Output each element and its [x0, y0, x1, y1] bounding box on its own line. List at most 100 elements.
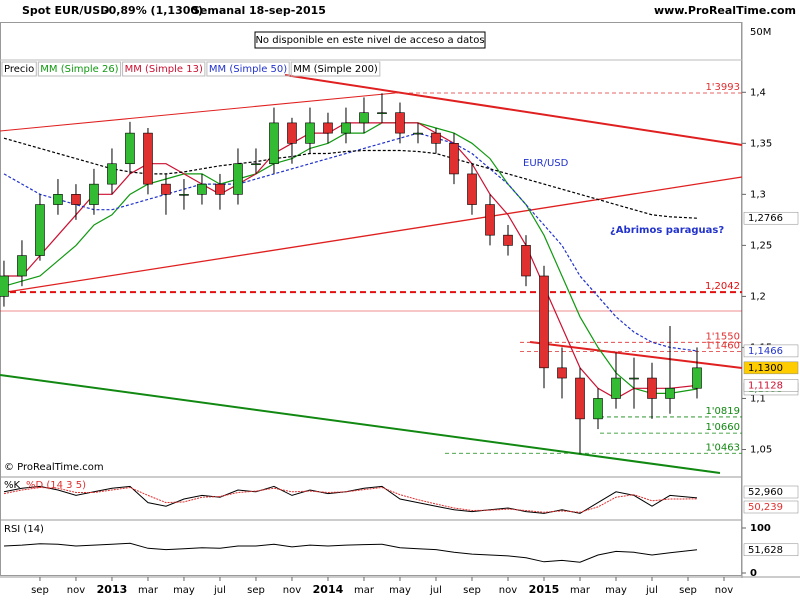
candle-body: [485, 204, 495, 236]
candle-body: [17, 255, 27, 277]
value-label-box: [743, 379, 799, 392]
header-period: Semanal: [192, 4, 245, 17]
y-tick-label: 1,05: [750, 444, 772, 455]
x-tick-label: nov: [499, 585, 517, 596]
x-tick-label: may: [605, 585, 627, 596]
x-tick-label: mar: [570, 585, 591, 596]
legend-entry: MM (Simple 50): [209, 64, 287, 75]
x-tick-label: 2014: [313, 583, 344, 596]
x-tick-label: may: [389, 585, 411, 596]
x-tick-label: sep: [463, 585, 481, 596]
value-label-box: [743, 344, 799, 358]
drawings: [0, 74, 743, 474]
panel-title: RSI (14): [4, 524, 44, 535]
candle-body: [323, 122, 333, 134]
notice-box: [254, 31, 486, 49]
notice: No disponible en este nivel de acceso a …: [255, 35, 484, 46]
x-tick-label: jul: [645, 585, 658, 596]
trendline: [529, 341, 743, 369]
x-tick-label: 2013: [97, 583, 128, 596]
candle-body: [0, 275, 9, 297]
value-label-box: [743, 361, 799, 375]
y-tick-label: 1,2: [750, 291, 766, 302]
candle-body: [179, 194, 189, 196]
trendline: [0, 92, 396, 132]
candle-body: [395, 112, 405, 134]
chart-title: EUR/USD: [523, 158, 569, 169]
moving-average: [3, 132, 698, 352]
x-tick-label: jul: [429, 585, 442, 596]
candle-body: [161, 183, 171, 195]
candle-body: [305, 122, 315, 144]
y-tick-label: 0: [750, 568, 757, 579]
x-tick-label: mar: [138, 585, 159, 596]
legend-box: [122, 61, 206, 77]
x-tick-label: nov: [283, 585, 301, 596]
candle-body: [431, 132, 441, 144]
header-title: Spot EUR/USD: [22, 4, 109, 17]
candle-body: [539, 275, 549, 369]
x-tick-label: nov: [67, 585, 85, 596]
y-tick-label: 100: [750, 523, 771, 534]
candle-body: [359, 112, 369, 124]
candle-body: [449, 143, 459, 175]
header-date: 18-sep-2015: [249, 4, 326, 17]
candle-body: [503, 234, 513, 246]
legend-box: [290, 61, 381, 77]
candle-body: [215, 183, 225, 195]
candle-body: [125, 132, 135, 165]
value-label: 1,1300: [748, 363, 783, 374]
candle-body: [71, 194, 81, 205]
header-site: www.ProRealTime.com: [654, 4, 796, 17]
trendline: [284, 74, 743, 146]
legend-entry: Precio: [4, 64, 34, 75]
candle-body: [107, 163, 117, 185]
header-change: -0,89% (1,1300): [104, 4, 203, 17]
value-label-box: [743, 543, 799, 557]
y-tick-label: 1,4: [750, 87, 766, 98]
y-tick-label: 1,1: [750, 393, 766, 404]
value-label: 1,1128: [748, 380, 783, 391]
candle-body: [647, 377, 657, 399]
panel-legend: %D (14 3 5): [26, 480, 86, 491]
trendline: [0, 374, 721, 474]
x-tick-label: jul: [213, 585, 226, 596]
candle-body: [143, 132, 153, 185]
candle-body: [35, 204, 45, 256]
candle-body: [557, 367, 567, 379]
moving-average: [3, 137, 698, 219]
y-tick-label: 1,25: [750, 240, 772, 251]
level-label: 1'3993: [705, 82, 740, 93]
legend-entry: MM (Simple 13): [125, 64, 203, 75]
x-tick-label: nov: [715, 585, 733, 596]
x-tick-label: 2015: [529, 583, 560, 596]
rsi-line: [3, 542, 698, 563]
candle-body: [197, 183, 207, 195]
candle-body: [575, 377, 585, 420]
level-label: 1'1550: [705, 331, 740, 342]
candle-body: [521, 245, 531, 277]
legend-box: [37, 61, 122, 77]
candle-body: [611, 377, 621, 399]
y-tick-label: 1,3: [750, 189, 766, 200]
level-label: 1'0660: [705, 422, 740, 433]
value-label-box: [743, 485, 799, 499]
value-label: 50,239: [748, 502, 783, 513]
x-tick-label: sep: [247, 585, 265, 596]
level-label: 1'0463: [705, 442, 740, 453]
candle-body: [692, 367, 702, 389]
candle-body: [287, 122, 297, 144]
level-label: 1'1460: [705, 341, 740, 352]
candle-body: [629, 377, 639, 380]
candle-body: [665, 387, 675, 399]
value-label: 52,960: [748, 487, 783, 498]
x-tick-label: sep: [679, 585, 697, 596]
candle-body: [233, 163, 243, 195]
trendline: [0, 176, 743, 294]
legend-entry: MM (Simple 200): [293, 64, 378, 75]
level-label: 1'0819: [705, 406, 740, 417]
candle-body: [89, 183, 99, 205]
panel-legend: %K: [4, 480, 21, 491]
candle-body: [269, 122, 279, 165]
